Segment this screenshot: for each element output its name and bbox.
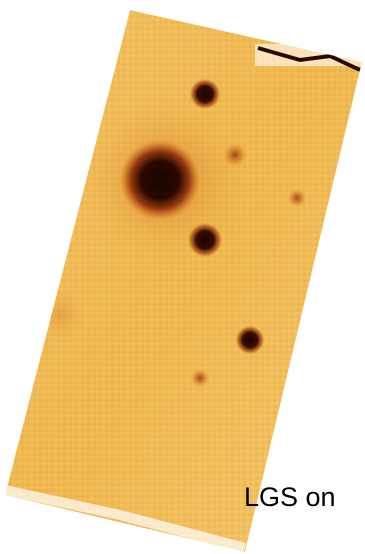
sky-field xyxy=(5,10,365,552)
page: {"label": "LGS on"} xyxy=(0,0,365,554)
image-view: LGS on xyxy=(0,0,365,554)
image-label: LGS on xyxy=(244,482,336,512)
